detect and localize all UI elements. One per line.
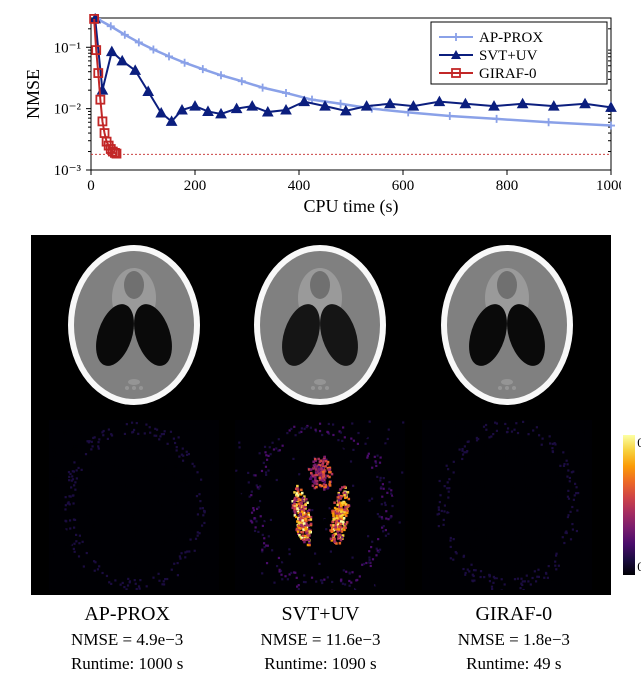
error-giraf-0 xyxy=(417,415,597,595)
error-svt-uv xyxy=(230,415,410,595)
image-comparison-grid xyxy=(31,235,611,595)
svg-text:1000: 1000 xyxy=(596,178,621,194)
phantom-svt-uv xyxy=(230,235,410,415)
method-name: AP-PROX xyxy=(32,603,222,626)
svg-text:AP-PROX: AP-PROX xyxy=(479,30,543,46)
phantom-giraf-0 xyxy=(417,235,597,415)
svg-text:GIRAF-0: GIRAF-0 xyxy=(479,66,537,82)
convergence-chart: 0 200 400 600 800 1000 10⁻³ 10⁻² 10⁻¹ CPU time (s… xyxy=(21,10,621,220)
svg-text:SVT+UV: SVT+UV xyxy=(479,48,538,64)
svg-text:600: 600 xyxy=(391,178,414,194)
svg-text:10⁻³: 10⁻³ xyxy=(53,163,81,179)
svg-text:0: 0 xyxy=(87,178,95,194)
svg-text:10⁻¹: 10⁻¹ xyxy=(53,40,80,56)
phantom-ap-prox xyxy=(44,235,224,415)
colorbar-gradient xyxy=(623,435,635,575)
method-runtime: Runtime: 1090 s xyxy=(225,652,415,676)
method-nmse: NMSE = 11.6e−3 xyxy=(225,628,415,652)
label-col-svt-uv: SVT+UV NMSE = 11.6e−3 Runtime: 1090 s xyxy=(225,603,415,676)
error-ap-prox xyxy=(44,415,224,595)
svg-text:200: 200 xyxy=(183,178,206,194)
svg-text:400: 400 xyxy=(287,178,310,194)
colorbar: 0.1 0 xyxy=(623,415,641,595)
error-map-row xyxy=(31,415,611,595)
method-name: SVT+UV xyxy=(225,603,415,626)
label-col-giraf-0: GIRAF-0 NMSE = 1.8e−3 Runtime: 49 s xyxy=(419,603,609,676)
svg-text:800: 800 xyxy=(495,178,518,194)
svg-text:10⁻²: 10⁻² xyxy=(53,102,81,118)
chart-svg: 0 200 400 600 800 1000 10⁻³ 10⁻² 10⁻¹ CPU time (s… xyxy=(21,10,621,220)
phantom-reconstruction-row xyxy=(31,235,611,415)
colorbar-min: 0 xyxy=(637,559,641,575)
method-runtime: Runtime: 1000 s xyxy=(32,652,222,676)
svg-text:NMSE: NMSE xyxy=(23,69,43,119)
label-col-ap-prox: AP-PROX NMSE = 4.9e−3 Runtime: 1000 s xyxy=(32,603,222,676)
method-name: GIRAF-0 xyxy=(419,603,609,626)
svg-text:CPU time (s): CPU time (s) xyxy=(303,196,398,217)
method-runtime: Runtime: 49 s xyxy=(419,652,609,676)
method-labels-row: AP-PROX NMSE = 4.9e−3 Runtime: 1000 s SV… xyxy=(31,603,611,676)
colorbar-max: 0.1 xyxy=(637,435,641,451)
method-nmse: NMSE = 4.9e−3 xyxy=(32,628,222,652)
method-nmse: NMSE = 1.8e−3 xyxy=(419,628,609,652)
